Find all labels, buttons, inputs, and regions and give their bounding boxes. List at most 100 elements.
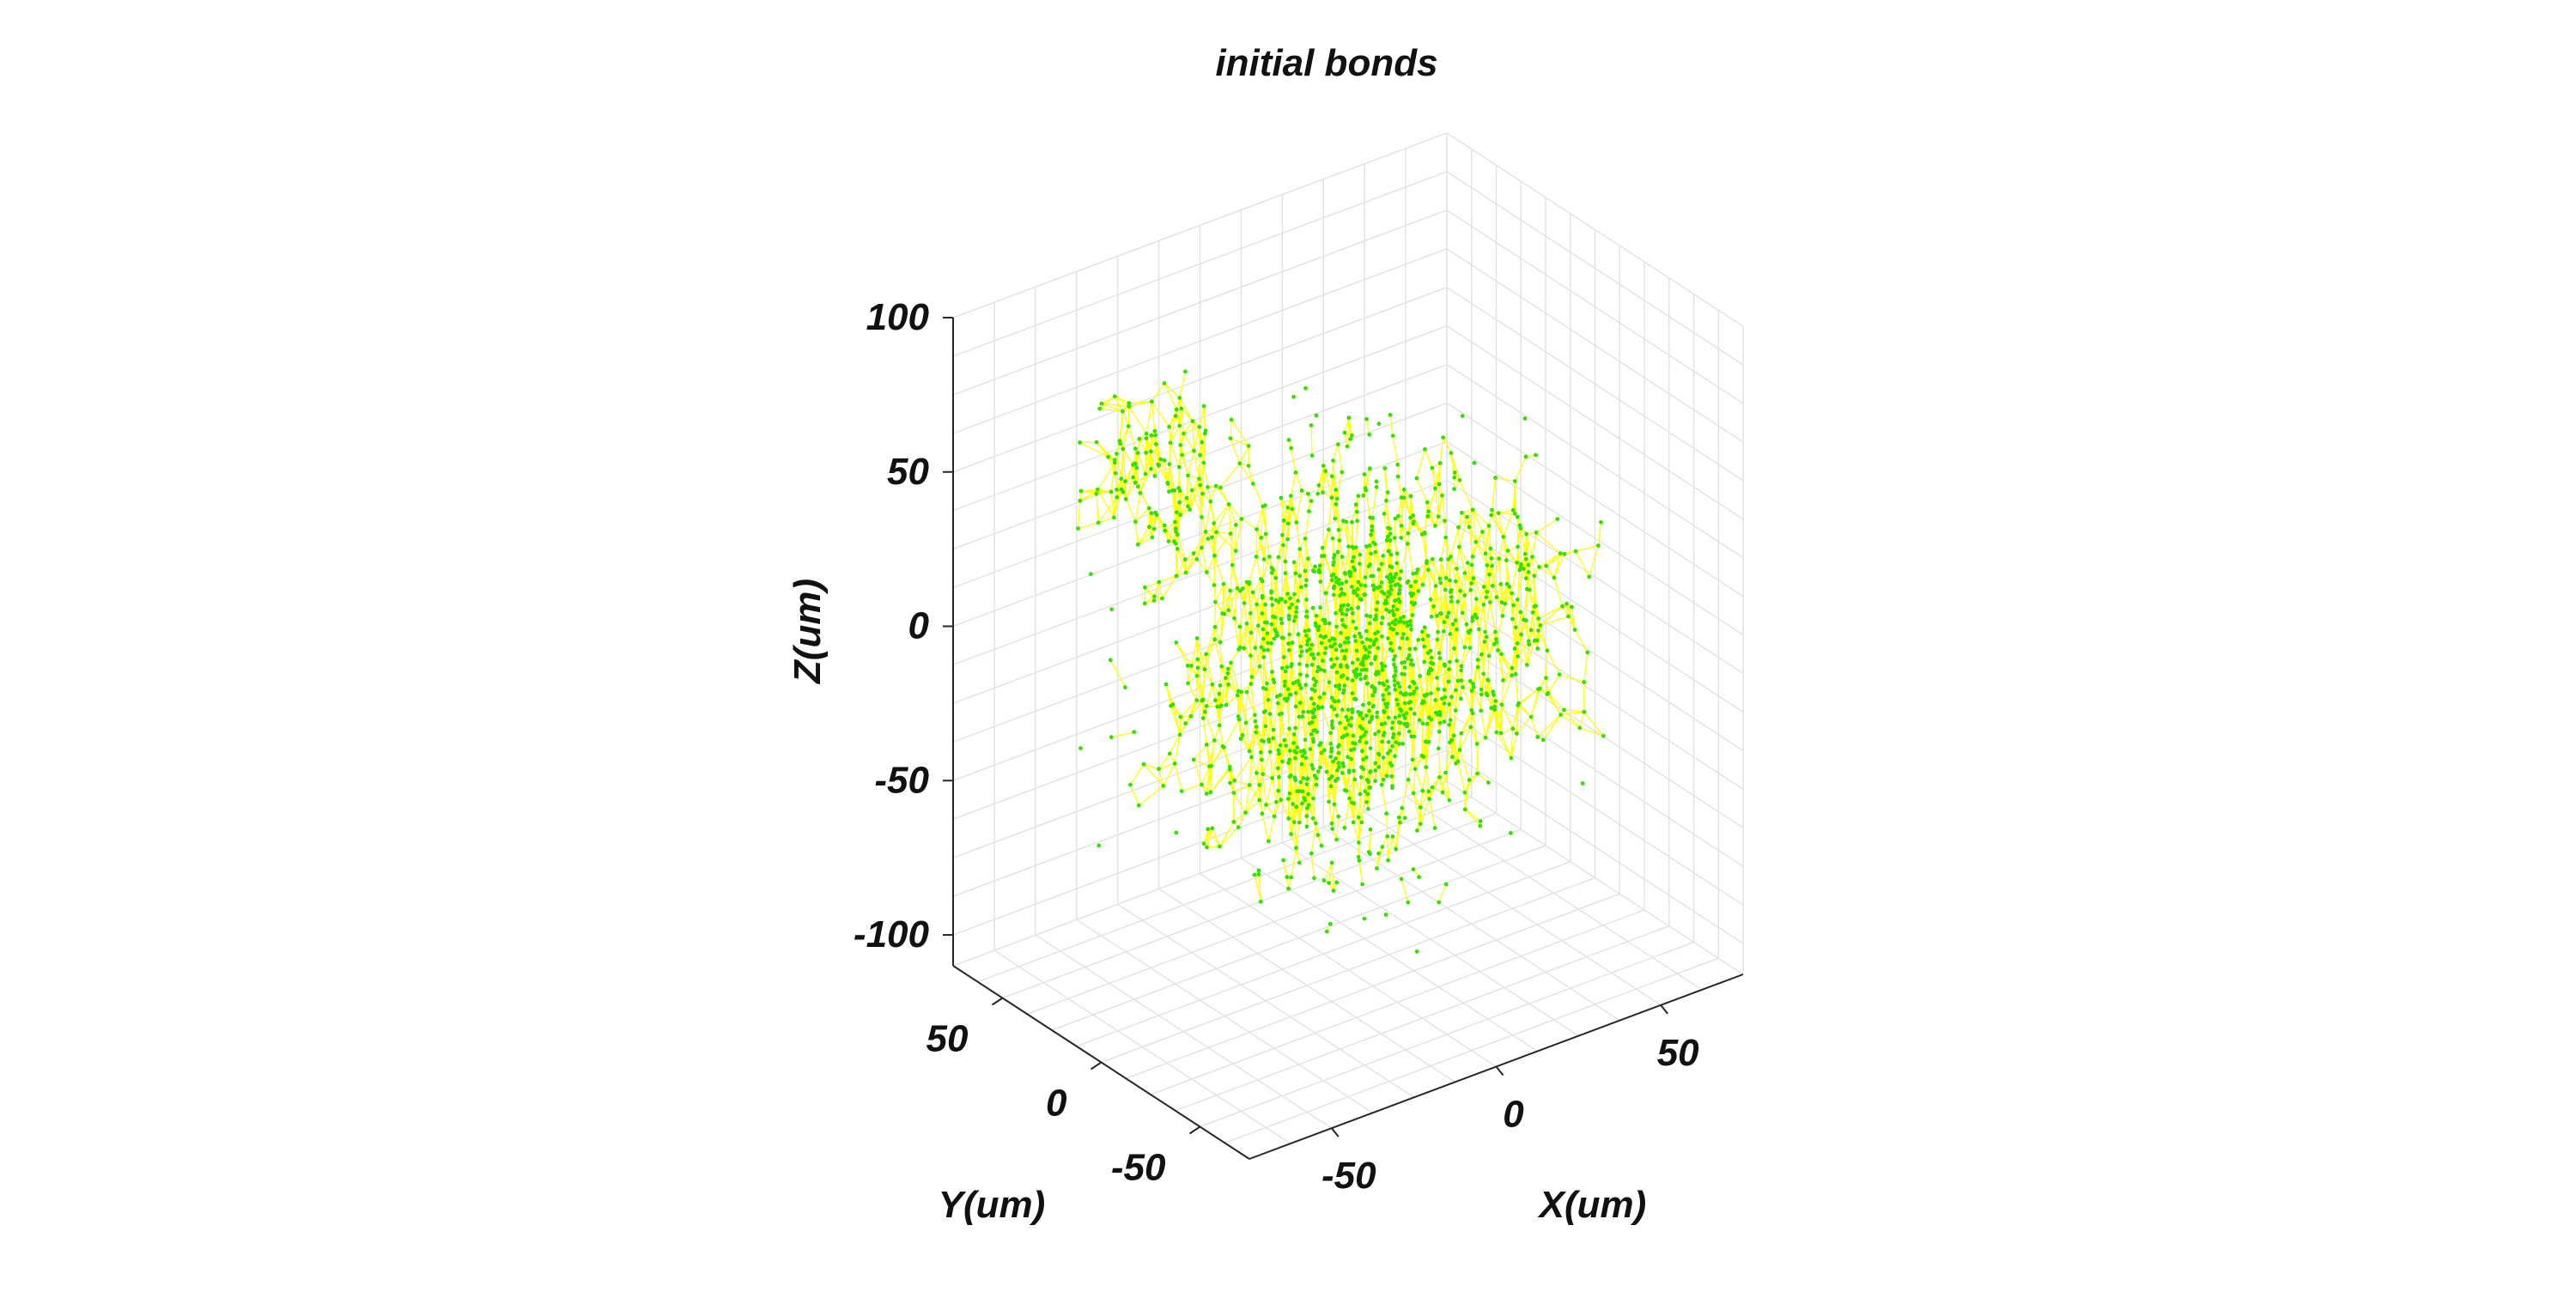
data-point [1182, 431, 1186, 436]
data-point [1465, 514, 1469, 519]
data-point [1340, 771, 1345, 775]
data-point [1143, 471, 1148, 476]
data-point [1454, 761, 1458, 766]
data-point [1240, 732, 1245, 737]
data-point [1111, 515, 1116, 520]
data-point [1528, 714, 1534, 719]
data-point [1429, 655, 1434, 660]
data-point [1299, 649, 1304, 654]
data-point [1368, 638, 1373, 643]
data-point [1388, 626, 1394, 631]
data-point [1436, 746, 1441, 751]
data-point [1364, 730, 1369, 734]
data-point [1450, 622, 1455, 627]
data-point [1339, 675, 1344, 679]
data-point [1322, 748, 1327, 753]
data-point [1440, 790, 1445, 795]
z-tick-label: -50 [874, 759, 929, 801]
data-point [1194, 673, 1200, 678]
data-point [1390, 743, 1394, 749]
data-point [1321, 658, 1325, 664]
data-point [1255, 623, 1261, 628]
data-point [1184, 495, 1189, 500]
data-point [1381, 755, 1386, 760]
data-point [1370, 684, 1375, 688]
data-point [1259, 577, 1263, 581]
data-point [1279, 616, 1284, 622]
data-point [1172, 761, 1177, 766]
data-point [1346, 635, 1351, 640]
data-point [1346, 755, 1350, 760]
data-point [1411, 679, 1415, 684]
data-point [1218, 683, 1223, 688]
data-point [1152, 428, 1157, 434]
data-point [1448, 632, 1453, 636]
data-point [1470, 554, 1475, 559]
data-point [1397, 713, 1402, 719]
data-point [1270, 776, 1275, 780]
data-point [1480, 530, 1485, 534]
data-point [1352, 555, 1356, 560]
data-point [1479, 652, 1484, 657]
data-point [1166, 539, 1171, 543]
data-point [1370, 524, 1375, 529]
data-point [1388, 587, 1394, 592]
data-point [1523, 576, 1528, 580]
data-point [1566, 614, 1571, 619]
data-point [1186, 681, 1190, 686]
data-point [1396, 815, 1401, 820]
data-points [1076, 369, 1606, 954]
data-point [1427, 797, 1431, 802]
data-point [1260, 738, 1264, 743]
data-point [1467, 778, 1472, 782]
data-point [1329, 578, 1334, 583]
data-point [1397, 731, 1401, 736]
data-point [1485, 563, 1490, 567]
data-point [1277, 774, 1281, 779]
data-point [1204, 792, 1209, 796]
data-point [1264, 687, 1268, 692]
data-point [1311, 656, 1316, 661]
data-point [1285, 521, 1291, 526]
data-point [1096, 487, 1100, 492]
data-point [1226, 608, 1231, 613]
data-point [1433, 584, 1438, 588]
data-point [1408, 584, 1413, 589]
data-point [1485, 678, 1491, 682]
data-point [1350, 585, 1354, 590]
data-point [1362, 592, 1367, 597]
data-point [1472, 460, 1477, 465]
data-point [1135, 451, 1140, 456]
data-point [1342, 591, 1347, 597]
data-point [1319, 640, 1324, 646]
data-point [1273, 575, 1279, 580]
y-tick-mark [1090, 1061, 1103, 1071]
data-point [1558, 551, 1563, 556]
data-point [1306, 491, 1310, 496]
data-point [1291, 802, 1296, 806]
data-point [1282, 683, 1287, 688]
data-point [1276, 788, 1281, 793]
grid-line [1446, 287, 1744, 482]
data-point [1173, 519, 1177, 525]
data-point [1236, 717, 1242, 722]
data-point [1310, 767, 1315, 771]
data-point [1358, 711, 1364, 715]
data-point [1412, 689, 1417, 694]
data-point [1218, 703, 1224, 708]
data-point [1429, 614, 1434, 619]
data-point [1289, 773, 1293, 778]
data-point [1367, 708, 1371, 713]
data-point [1291, 618, 1297, 623]
data-point [1447, 667, 1451, 672]
data-point [1316, 482, 1321, 488]
data-point [1375, 710, 1380, 715]
data-point [1358, 792, 1363, 797]
data-point [1256, 872, 1261, 876]
data-point [1501, 535, 1506, 539]
data-point [1290, 662, 1294, 666]
data-point [1295, 789, 1299, 794]
data-point [1305, 642, 1309, 647]
data-point [1259, 536, 1264, 540]
data-point [1460, 610, 1465, 616]
